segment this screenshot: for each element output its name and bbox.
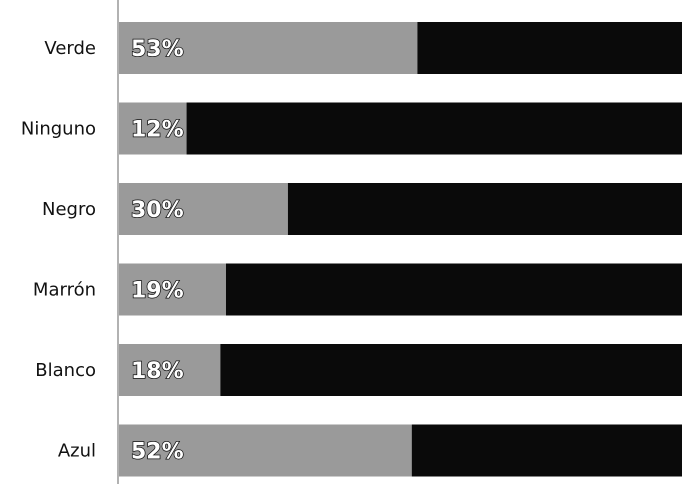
- bar-negro-segment-1: [119, 183, 288, 235]
- data-label-blanco: 18%: [131, 359, 184, 384]
- category-label-negro: Negro: [42, 199, 96, 220]
- bar-marron-segment-2: [225, 263, 682, 316]
- data-label-azul: 52%: [131, 440, 184, 465]
- bar-marron-segment-1: [119, 263, 226, 316]
- category-label-blanco: Blanco: [35, 360, 96, 381]
- bar-blanco-segment-2: [220, 344, 682, 396]
- data-labels: 53% 12% 30% 19% 18% 52%: [130, 36, 184, 465]
- bar-verde-segment-1: [119, 22, 418, 74]
- bar-ninguno-segment-2: [186, 102, 682, 155]
- bar-ninguno-segment-1: [119, 102, 187, 155]
- data-label-verde: 53%: [131, 37, 184, 62]
- bar-azul-segment-1: [119, 424, 412, 477]
- bar-verde-segment-2: [417, 22, 682, 74]
- bar-blanco-segment-1: [119, 344, 221, 396]
- category-label-ninguno: Ninguno: [21, 119, 96, 140]
- category-labels: Verde Ninguno Negro Marrón Blanco Azul: [21, 38, 96, 462]
- bar-azul-segment-2: [411, 424, 682, 477]
- data-label-marron: 19%: [131, 279, 184, 304]
- data-label-ninguno: 12%: [131, 118, 184, 143]
- bars-group: [119, 22, 682, 477]
- bar-negro-segment-2: [287, 183, 682, 235]
- data-label-negro: 30%: [131, 198, 184, 223]
- category-label-azul: Azul: [58, 441, 96, 462]
- category-label-verde: Verde: [44, 38, 96, 59]
- category-label-marron: Marrón: [33, 280, 96, 301]
